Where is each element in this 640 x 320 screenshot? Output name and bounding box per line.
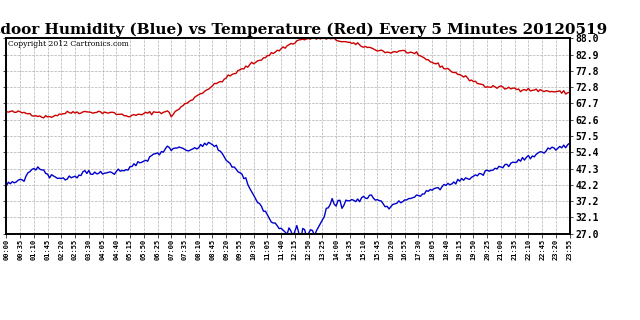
Title: Outdoor Humidity (Blue) vs Temperature (Red) Every 5 Minutes 20120519: Outdoor Humidity (Blue) vs Temperature (… (0, 23, 607, 37)
Text: Copyright 2012 Cartronics.com: Copyright 2012 Cartronics.com (8, 40, 129, 48)
